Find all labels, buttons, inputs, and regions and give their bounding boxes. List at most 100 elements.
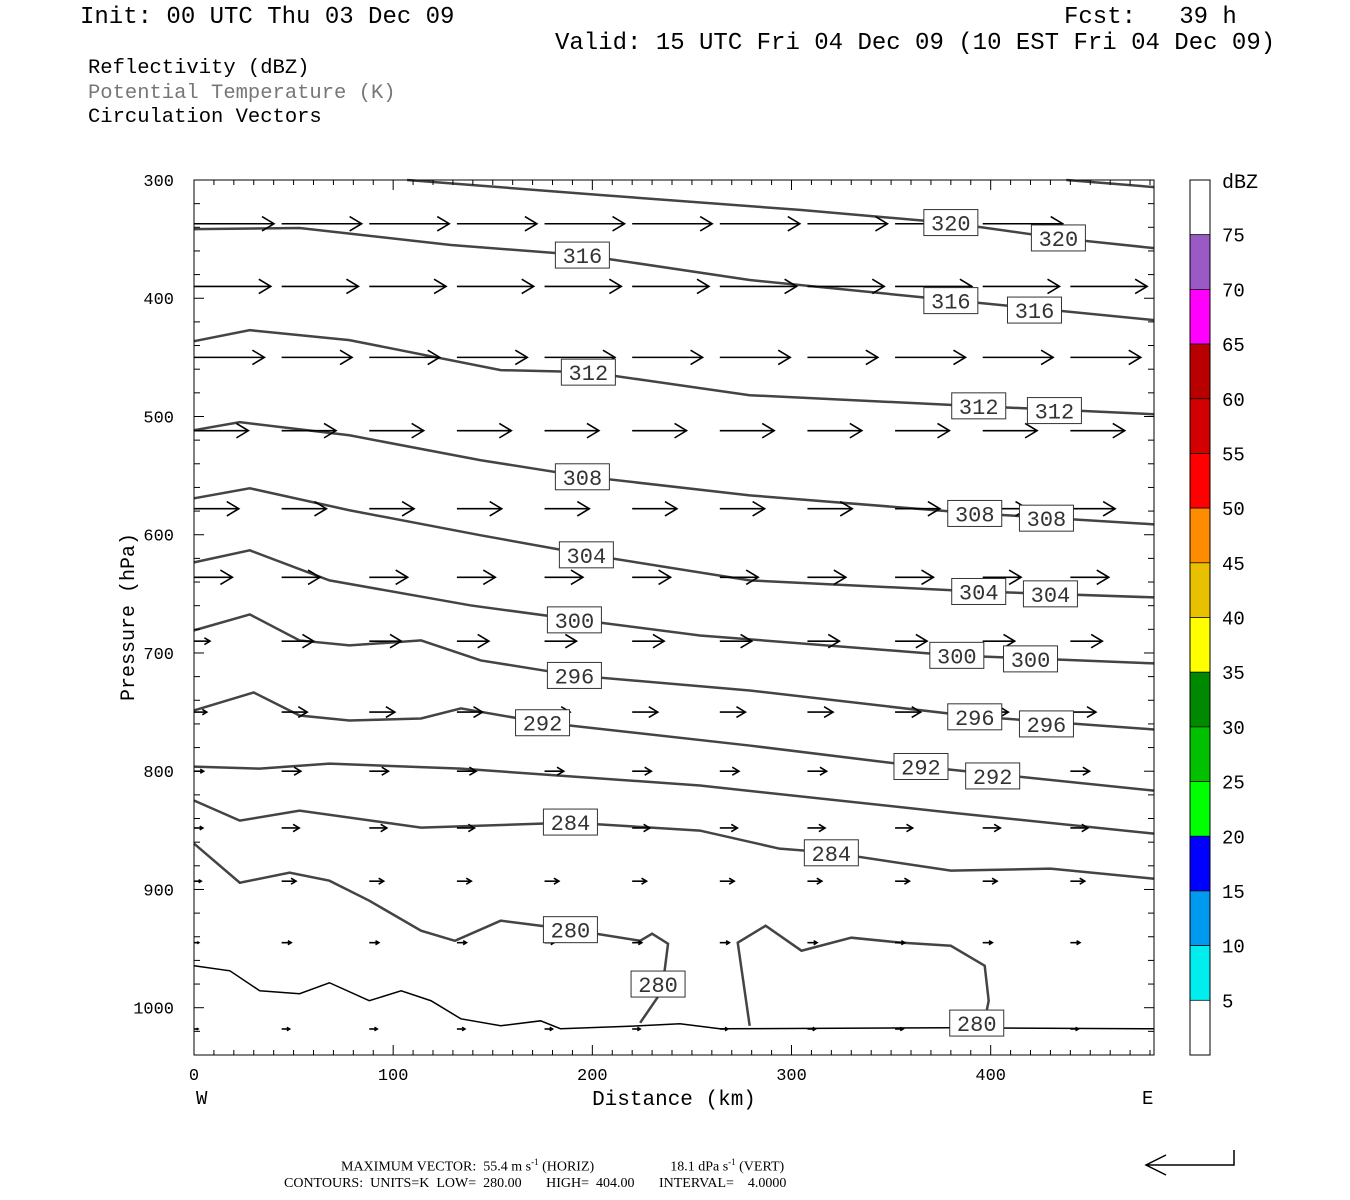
vector-arrow	[632, 633, 666, 649]
vector-head	[482, 569, 497, 586]
contour-label-box	[1006, 296, 1062, 324]
vector-head	[395, 569, 410, 586]
vector-head	[293, 766, 303, 776]
vector-head	[521, 278, 536, 295]
vector-head	[346, 278, 360, 295]
colorbar-label: 5	[1222, 991, 1233, 1013]
vector-arrow	[807, 349, 880, 366]
vector-head	[761, 422, 776, 439]
vector-arrow	[369, 706, 397, 719]
vector-arrow	[719, 823, 739, 833]
colorbar-swatch	[1189, 945, 1211, 1001]
vector-arrow	[1070, 877, 1087, 885]
colorbar-swatch	[1189, 890, 1211, 946]
vector-arrow	[807, 500, 854, 517]
vector-head	[427, 349, 442, 366]
colorbar-swatch	[1189, 671, 1211, 728]
vector-head	[1086, 706, 1098, 719]
vector-arrow	[632, 877, 649, 885]
vector-head	[915, 633, 929, 649]
colorbar-label: 40	[1222, 609, 1245, 631]
vector-arrow	[719, 278, 799, 295]
vector-head	[725, 939, 731, 946]
x-west-label: W	[196, 1088, 208, 1110]
contour-label: 292	[901, 756, 941, 781]
vector-head	[1076, 939, 1082, 946]
vert-value: 18.1 dPa s	[670, 1159, 729, 1175]
contour-label: 312	[1035, 401, 1075, 426]
contour-label: 316	[1015, 300, 1055, 325]
y-tick-label: 500	[143, 409, 174, 428]
vector-arrow	[281, 939, 293, 946]
vector-arrow	[194, 1027, 200, 1031]
vector-arrow	[194, 422, 250, 439]
y-tick-label: 900	[143, 882, 174, 901]
vector-arrow	[895, 633, 929, 649]
colorbar-swatch	[1189, 507, 1211, 564]
contour-label-box	[558, 541, 614, 569]
contour-label: 280	[638, 974, 678, 999]
contour-label-box	[947, 703, 1003, 731]
contour-label-box	[949, 1009, 1005, 1037]
contour-label-box	[1018, 710, 1074, 738]
vector-head	[477, 633, 491, 649]
vector-arrow	[456, 823, 477, 833]
vector-arrow	[456, 939, 469, 946]
vector-arrow	[1070, 422, 1127, 439]
vector-head	[1040, 349, 1055, 366]
vector-arrow	[544, 766, 566, 776]
vert-unit: (VERT)	[739, 1159, 785, 1175]
vector-arrow	[456, 569, 497, 586]
vector-head	[740, 633, 754, 649]
vector-arrow	[719, 706, 747, 719]
contour-label: 316	[563, 245, 603, 270]
vector-arrow	[1070, 706, 1098, 719]
vector-arrow	[281, 706, 309, 719]
vector-head	[1024, 422, 1039, 439]
horiz-unit: (HORIZ)	[542, 1159, 595, 1175]
vector-arrow	[369, 215, 451, 232]
colorbar-swatch	[1189, 999, 1211, 1056]
colorbar-swatch	[1189, 453, 1211, 509]
x-axis-label: Distance (km)	[592, 1089, 756, 1112]
max-vector-arrow-icon	[1144, 1150, 1235, 1176]
vector-arrow	[1070, 1026, 1080, 1032]
vector-arrow	[807, 422, 864, 439]
contour-label: 280	[957, 1013, 997, 1038]
horiz-value: 55.4 m s	[483, 1159, 532, 1175]
vector-head	[998, 706, 1010, 719]
vector-head	[498, 422, 513, 439]
contour-info: CONTOURS: UNITS=K LOW= 280.00 HIGH= 404.…	[284, 1176, 787, 1191]
vector-head	[1090, 633, 1104, 649]
vector-head	[827, 633, 841, 649]
vector-arrow	[807, 939, 819, 946]
contour-label-box	[923, 209, 979, 237]
vector-arrow	[719, 500, 767, 517]
vector-arrow	[895, 1026, 905, 1032]
contour-label-box	[947, 499, 1003, 527]
colorbar-label: 15	[1222, 882, 1245, 904]
vector-arrow	[369, 633, 403, 649]
contour-label: 300	[1011, 649, 1051, 674]
vector-head	[556, 766, 566, 776]
vector-head	[226, 500, 241, 517]
vector-head	[724, 1026, 730, 1032]
colorbar-frame	[1189, 179, 1211, 1056]
y-tick-label: 400	[143, 291, 174, 310]
vector-head	[911, 706, 923, 719]
vector-arrow	[982, 877, 999, 885]
vector-arrow	[719, 766, 741, 776]
contour-label: 280	[551, 920, 591, 945]
x-tick-label: 300	[776, 1067, 807, 1086]
vector-head	[375, 939, 381, 946]
vector-arrow	[895, 823, 915, 833]
vector-head	[1079, 877, 1087, 885]
vector-arrow	[281, 766, 303, 776]
vector-head	[1075, 1026, 1080, 1032]
vector-head	[991, 877, 999, 885]
legend-circulation-vectors: Circulation Vectors	[88, 106, 322, 129]
vector-arrow	[632, 939, 644, 946]
vector-arrow	[632, 215, 714, 232]
valid-time: Valid: 15 UTC Fri 04 Dec 09 (10 EST Fri …	[555, 30, 1276, 57]
